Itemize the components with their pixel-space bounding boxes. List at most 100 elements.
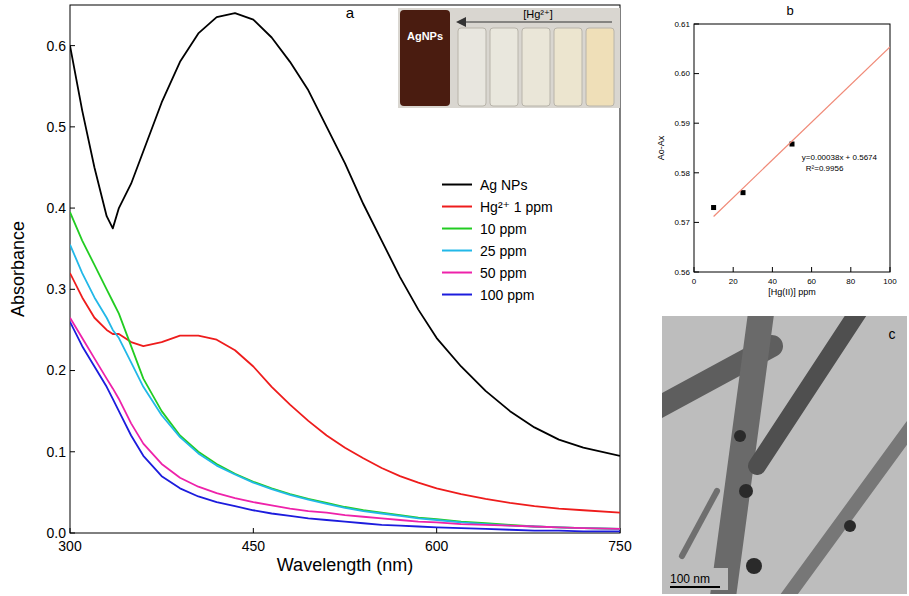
spectrum-line bbox=[70, 245, 620, 529]
spectrum-line bbox=[70, 13, 620, 456]
point bbox=[741, 190, 746, 195]
nanorod bbox=[757, 316, 862, 466]
y-tick-label: 0.1 bbox=[47, 444, 67, 460]
legend-label: Ag NPs bbox=[480, 177, 527, 193]
x-tick bbox=[70, 528, 71, 533]
legend-swatch bbox=[442, 184, 472, 186]
figure: 3004506007500.00.10.20.30.40.50.6Wavelen… bbox=[0, 0, 909, 596]
vial bbox=[522, 28, 550, 106]
legend-swatch bbox=[442, 272, 472, 274]
x-tick-label: 750 bbox=[608, 538, 632, 554]
spectrum-line bbox=[70, 273, 620, 513]
scale-label: 100 nm bbox=[670, 572, 710, 586]
y-tick bbox=[694, 123, 699, 124]
annotation: [Hg²⁺] bbox=[523, 8, 553, 20]
arrow-head bbox=[456, 17, 466, 27]
y-tick-label: 0.56 bbox=[674, 268, 690, 277]
point bbox=[711, 205, 716, 210]
y-tick-label: 0.0 bbox=[47, 525, 67, 541]
tem-ground bbox=[662, 316, 907, 594]
panel-letter: c bbox=[889, 326, 896, 342]
x-tick bbox=[850, 267, 851, 272]
legend-label: 100 ppm bbox=[480, 287, 534, 303]
legend-swatch bbox=[442, 250, 472, 252]
legend-label: Hg²⁺ 1 ppm bbox=[480, 199, 553, 215]
spectrum-line bbox=[70, 322, 620, 532]
y-tick-label: 0.57 bbox=[674, 218, 690, 227]
legend-label: 25 ppm bbox=[480, 243, 527, 259]
vial bbox=[490, 28, 518, 106]
y-tick bbox=[694, 172, 699, 173]
panel-letter: a bbox=[346, 4, 355, 21]
legend-swatch bbox=[442, 206, 472, 208]
y-tick bbox=[70, 451, 75, 452]
data-lines bbox=[70, 13, 620, 531]
y-tick bbox=[70, 370, 75, 371]
spectrum-line bbox=[70, 318, 620, 529]
panel-1: 0204060801000.560.570.580.590.600.61[Hg(… bbox=[656, 3, 897, 297]
y-tick bbox=[70, 208, 75, 209]
y-tick-label: 0.2 bbox=[47, 362, 67, 378]
x-tick bbox=[890, 267, 891, 272]
label-patch bbox=[515, 8, 561, 20]
vial bbox=[400, 10, 450, 106]
label-patch bbox=[666, 568, 728, 590]
vial bbox=[554, 28, 582, 106]
annotation: y=0.00038x + 0.5674 bbox=[802, 153, 878, 162]
y-tick bbox=[694, 272, 699, 273]
tem-image bbox=[662, 316, 907, 594]
data-marks bbox=[711, 47, 890, 217]
fit-line bbox=[714, 47, 890, 217]
x-tick-label: 0 bbox=[692, 277, 697, 286]
y-tick-label: 0.6 bbox=[47, 38, 67, 54]
x-tick-label: 20 bbox=[729, 277, 738, 286]
y-tick bbox=[694, 222, 699, 223]
page: {"chart_data": [ {"type": "line", "title… bbox=[0, 0, 909, 596]
plot-frame bbox=[694, 24, 890, 272]
y-tick bbox=[694, 73, 699, 74]
vial bbox=[586, 28, 614, 106]
x-tick-label: 600 bbox=[425, 538, 449, 554]
legend: Ag NPs Hg²⁺ 1 ppm 10 ppm 25 ppm 50 ppm 100 pp… bbox=[442, 177, 553, 303]
x-tick bbox=[811, 267, 812, 272]
x-tick bbox=[436, 528, 437, 533]
y-tick-label: 0.61 bbox=[674, 20, 690, 29]
panel-0: 3004506007500.00.10.20.30.40.50.6Wavelen… bbox=[8, 4, 632, 575]
x-tick-label: 450 bbox=[242, 538, 266, 554]
x-tick bbox=[772, 267, 773, 272]
plot-frame bbox=[70, 5, 620, 533]
y-tick bbox=[70, 126, 75, 127]
y-tick-label: 0.58 bbox=[674, 169, 690, 178]
y-tick-label: 0.5 bbox=[47, 119, 67, 135]
x-tick bbox=[694, 267, 695, 272]
y-tick-label: 0.59 bbox=[674, 119, 690, 128]
legend-label: 50 ppm bbox=[480, 265, 527, 281]
spectrum-line bbox=[70, 212, 620, 529]
x-tick bbox=[733, 267, 734, 272]
y-axis-title: Ao-Ax bbox=[656, 135, 666, 160]
panel-letter: b bbox=[786, 3, 793, 18]
legend-swatch bbox=[442, 294, 472, 296]
x-axis-title: Wavelength (nm) bbox=[277, 555, 413, 575]
photo-ground bbox=[398, 8, 620, 108]
y-tick-label: 0.3 bbox=[47, 281, 67, 297]
y-tick-label: 0.4 bbox=[47, 200, 67, 216]
annotation: AgNPs bbox=[407, 30, 443, 42]
vial bbox=[458, 28, 486, 106]
particle bbox=[746, 558, 762, 574]
x-tick bbox=[253, 528, 254, 533]
x-tick-label: 40 bbox=[768, 277, 777, 286]
annotation: R²=0.9956 bbox=[806, 164, 844, 173]
legend-label: 10 ppm bbox=[480, 221, 527, 237]
y-tick bbox=[70, 289, 75, 290]
particle bbox=[739, 484, 753, 498]
x-tick-label: 80 bbox=[846, 277, 855, 286]
nanorod bbox=[682, 491, 717, 556]
arrow-line bbox=[462, 21, 612, 22]
y-axis-title: Absorbance bbox=[8, 221, 28, 317]
scale-bar bbox=[670, 586, 720, 588]
label-patch bbox=[883, 324, 901, 344]
y-tick bbox=[70, 533, 75, 534]
y-tick bbox=[694, 24, 699, 25]
nanorod bbox=[782, 426, 907, 594]
